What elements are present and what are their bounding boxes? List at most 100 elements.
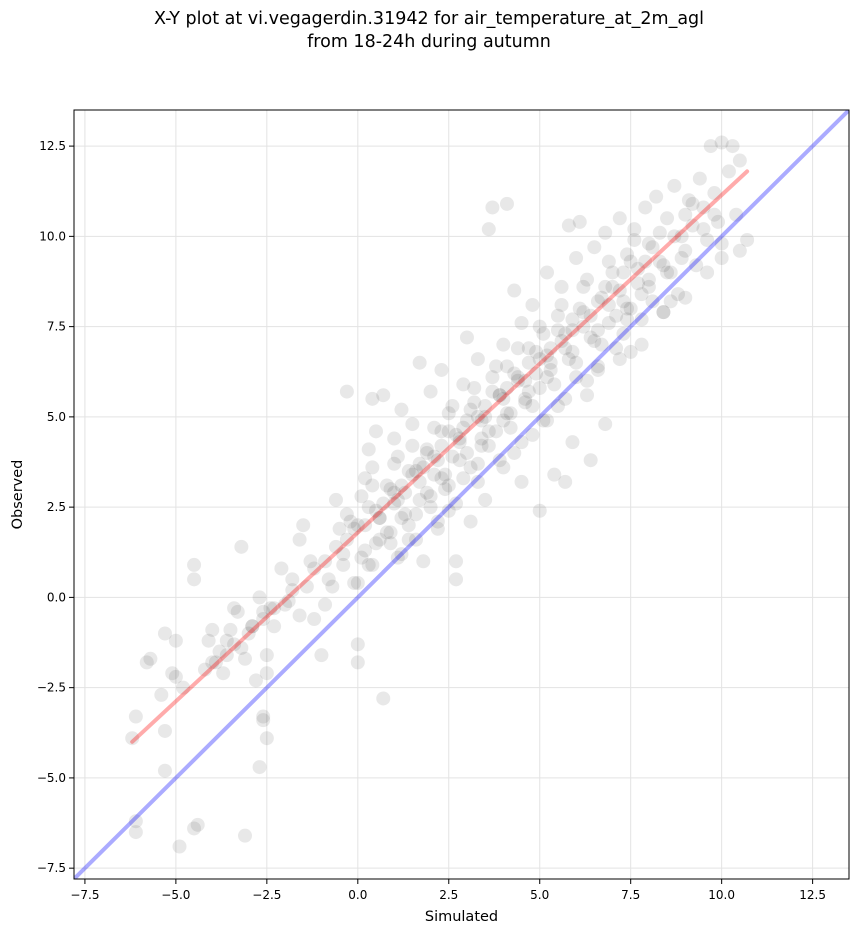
data-point	[623, 344, 638, 359]
data-point	[518, 391, 533, 406]
x-tick-label: −2.5	[252, 888, 281, 902]
data-point	[463, 402, 478, 417]
data-point	[412, 456, 427, 471]
data-point	[714, 236, 729, 251]
data-point	[419, 445, 434, 460]
data-point	[459, 330, 474, 345]
data-point	[470, 352, 485, 367]
data-point	[558, 391, 573, 406]
data-point	[405, 438, 420, 453]
data-point	[463, 460, 478, 475]
data-point	[634, 287, 649, 302]
data-point	[372, 510, 387, 525]
data-point	[339, 532, 354, 547]
data-point	[208, 655, 223, 670]
data-point	[452, 453, 467, 468]
data-point	[467, 395, 482, 410]
data-point	[474, 438, 489, 453]
data-point	[481, 438, 496, 453]
data-point	[387, 496, 402, 511]
data-point	[423, 384, 438, 399]
data-point	[430, 453, 445, 468]
data-point	[485, 384, 500, 399]
data-point	[660, 211, 675, 226]
data-point	[245, 619, 260, 634]
data-point	[339, 384, 354, 399]
data-point	[481, 424, 496, 439]
data-point	[630, 276, 645, 291]
data-point	[434, 362, 449, 377]
data-point	[190, 817, 205, 832]
data-point	[299, 579, 314, 594]
data-point	[379, 525, 394, 540]
data-point	[219, 648, 234, 663]
data-point	[405, 467, 420, 482]
data-point	[423, 500, 438, 515]
y-axis-ticks: −7.5 −5.0 −2.5 0.0 2.5 5.0 7.5 10.0 12.5	[37, 139, 74, 875]
y-tick-label: −7.5	[37, 861, 66, 875]
data-point	[172, 839, 187, 854]
plot-frame	[73, 109, 850, 880]
data-point	[580, 388, 595, 403]
data-point	[267, 619, 282, 634]
data-point	[205, 655, 220, 670]
data-point	[499, 380, 514, 395]
data-point	[259, 648, 274, 663]
data-point	[405, 417, 420, 432]
data-point	[227, 637, 242, 652]
data-point	[354, 489, 369, 504]
data-point	[732, 243, 747, 258]
data-point	[256, 604, 271, 619]
data-point	[678, 243, 693, 258]
data-point	[456, 377, 471, 392]
data-point	[634, 337, 649, 352]
data-point	[350, 518, 365, 533]
data-point	[627, 232, 642, 247]
data-point	[529, 344, 544, 359]
data-point	[685, 196, 700, 211]
data-point	[409, 532, 424, 547]
data-point	[532, 503, 547, 518]
data-point	[419, 485, 434, 500]
data-point	[205, 622, 220, 637]
data-point	[725, 139, 740, 154]
data-point	[714, 251, 729, 266]
data-point	[168, 669, 183, 684]
data-point	[660, 265, 675, 280]
data-point	[365, 557, 380, 572]
identity-line	[74, 110, 849, 879]
data-point	[176, 680, 191, 695]
data-point	[234, 640, 249, 655]
data-point	[496, 391, 511, 406]
data-point	[616, 326, 631, 341]
data-point	[376, 388, 391, 403]
data-point	[470, 456, 485, 471]
data-point	[449, 554, 464, 569]
data-point	[394, 547, 409, 562]
data-point	[394, 478, 409, 493]
data-point	[350, 655, 365, 670]
data-point	[565, 323, 580, 338]
data-point	[503, 406, 518, 421]
data-point	[372, 532, 387, 547]
data-point	[652, 225, 667, 240]
data-point	[274, 561, 289, 576]
data-point	[554, 297, 569, 312]
data-point	[576, 279, 591, 294]
data-point	[394, 402, 409, 417]
data-point	[401, 518, 416, 533]
data-point	[361, 500, 376, 515]
data-point	[390, 449, 405, 464]
data-point	[216, 666, 231, 681]
data-point	[383, 536, 398, 551]
data-point	[558, 341, 573, 356]
data-point	[729, 207, 744, 222]
data-point	[379, 478, 394, 493]
data-point	[157, 626, 172, 641]
data-point	[223, 622, 238, 637]
data-point	[620, 301, 635, 316]
data-point	[514, 316, 529, 331]
data-point	[499, 406, 514, 421]
data-point	[609, 341, 624, 356]
data-point	[430, 521, 445, 536]
